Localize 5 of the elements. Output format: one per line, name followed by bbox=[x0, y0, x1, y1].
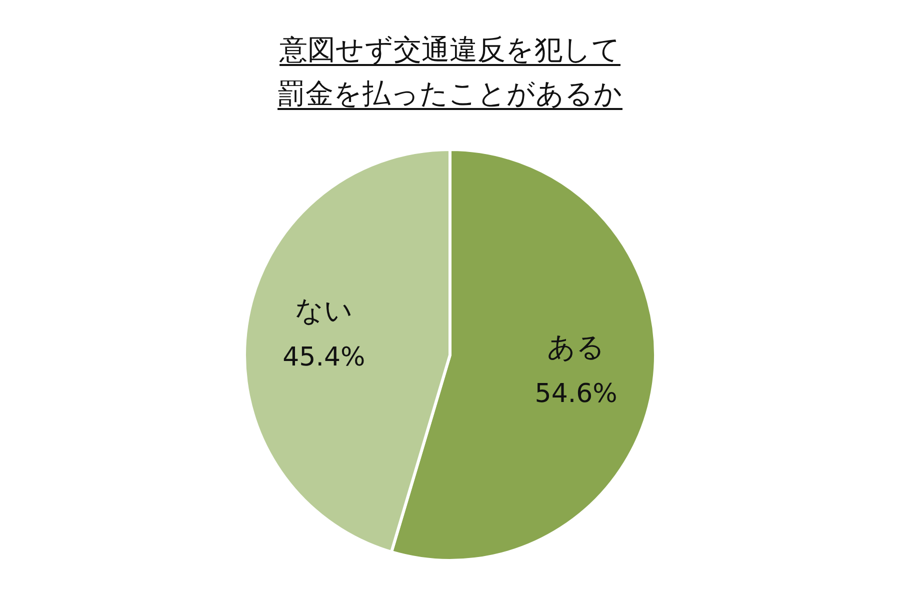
chart-title: 意図せず交通違反を犯して罰金を払ったことがあるか bbox=[278, 33, 622, 110]
slice-label: ない bbox=[294, 294, 353, 327]
data-label: 54.6% bbox=[534, 379, 618, 410]
slice-label: ある bbox=[547, 330, 606, 364]
data-label: 45.4% bbox=[282, 342, 366, 372]
